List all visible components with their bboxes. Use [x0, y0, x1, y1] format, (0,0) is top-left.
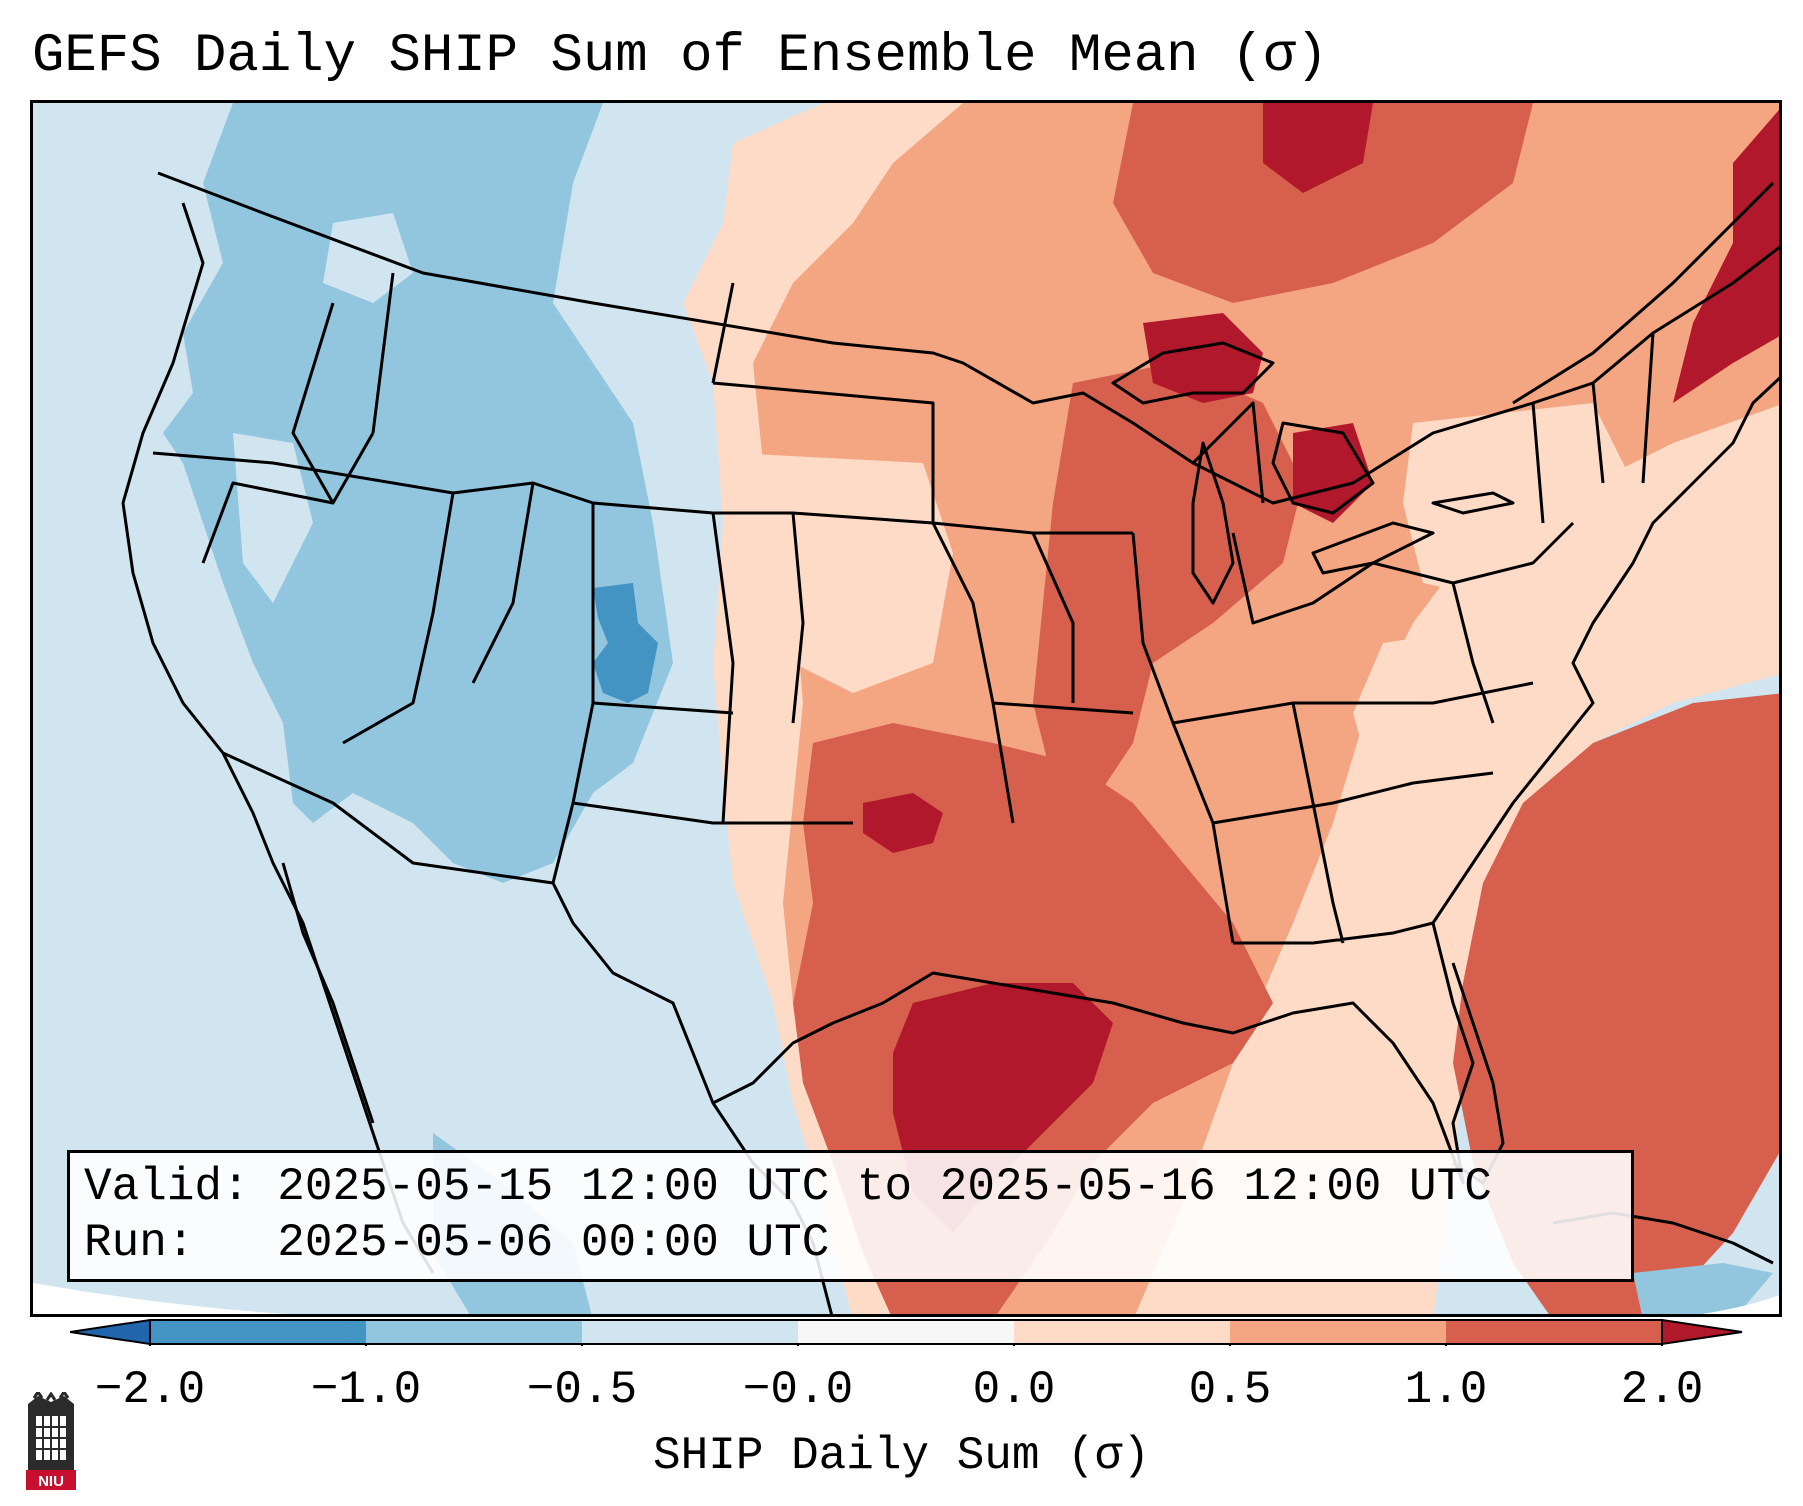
colorbar-tick-label: 0.0	[972, 1364, 1056, 1416]
pacific-coastline	[121, 202, 435, 1274]
colorbar-label: SHIP Daily Sum (σ)	[653, 1430, 1150, 1482]
colorbar-bin-1	[150, 1320, 366, 1344]
shading-colorado-dark	[593, 583, 658, 703]
baja-coastline	[281, 862, 375, 1124]
projection-edge-se	[1702, 1295, 1779, 1314]
colorbar-bin-3	[582, 1320, 798, 1344]
colorbar-tick-label: 0.5	[1188, 1364, 1272, 1416]
colorbar-bin-2	[366, 1320, 582, 1344]
shading-ontario-core	[1263, 103, 1373, 193]
shading-quebec-strong	[1113, 103, 1533, 303]
shading-midwest-strong	[1033, 363, 1303, 803]
shading-nw-light	[323, 213, 413, 303]
ship-map	[33, 103, 1779, 1314]
shading-superior-core	[1143, 313, 1263, 403]
st-lawrence	[1512, 181, 1775, 405]
shading-west-blue	[163, 103, 673, 883]
colorbar-ticks	[149, 1344, 1663, 1346]
colorbar-bin-7	[1446, 1320, 1662, 1344]
lake-superior	[1111, 341, 1275, 405]
colorbar	[70, 1318, 1743, 1346]
colorbar-tick-label: −0.0	[742, 1364, 854, 1416]
colorbar-tick-label: −1.0	[310, 1364, 422, 1416]
shading-virginia-light	[1353, 623, 1573, 803]
colorbar-tick-label: 1.0	[1404, 1364, 1488, 1416]
lake-erie	[1311, 521, 1435, 575]
colorbar-extend-max	[1661, 1318, 1743, 1346]
shading-cuba-blue	[1633, 1263, 1773, 1314]
political-boundaries	[121, 171, 1779, 1314]
map-title: GEFS Daily SHIP Sum of Ensemble Mean (σ)	[32, 26, 1329, 87]
shading-ne-light	[1403, 403, 1633, 603]
run-time-text: Run: 2025-05-06 00:00 UTC	[84, 1217, 830, 1269]
logo-text: NIU	[38, 1473, 64, 1490]
colorbar-bin-5	[1014, 1320, 1230, 1344]
university-logo-icon: NIU	[26, 1392, 76, 1490]
valid-run-info-box: Valid: 2025-05-15 12:00 UTC to 2025-05-1…	[67, 1150, 1634, 1282]
colorbar-bin-6	[1230, 1320, 1446, 1344]
colorbar-bin-4	[798, 1320, 1014, 1344]
shading-nevada-light	[233, 433, 313, 603]
lake-ontario	[1431, 491, 1515, 515]
colorbar-outline	[149, 1319, 1663, 1345]
projection-edge-sw	[33, 1283, 286, 1314]
shading-maritimes-core	[1673, 109, 1779, 403]
valid-time-text: Valid: 2025-05-15 12:00 UTC to 2025-05-1…	[84, 1161, 1492, 1213]
lake-huron	[1271, 421, 1375, 515]
state-lines	[152, 272, 1655, 945]
shading-oklahoma-core	[863, 793, 943, 853]
colorbar-extend-min	[70, 1318, 151, 1346]
map-panel	[30, 100, 1782, 1317]
lake-michigan	[1191, 441, 1235, 605]
colorbar-tick-label: 2.0	[1620, 1364, 1704, 1416]
colorbar-tick-label: −2.0	[94, 1364, 206, 1416]
colorbar-tick-label: −0.5	[526, 1364, 638, 1416]
